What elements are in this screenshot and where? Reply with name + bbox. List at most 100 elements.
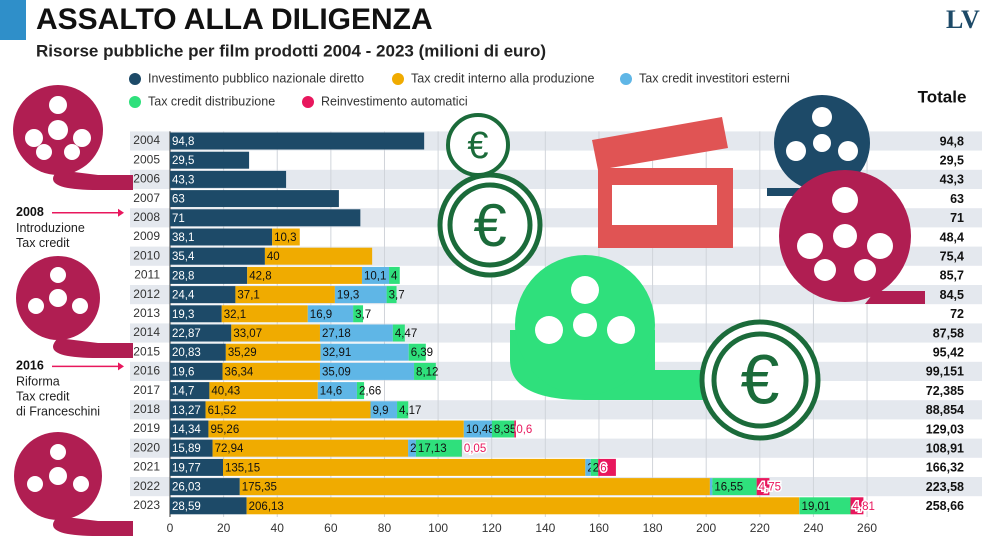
value-label: 4,75 xyxy=(759,482,781,494)
clapperboard xyxy=(592,117,733,248)
value-label: 19,01 xyxy=(802,501,831,513)
x-tick-label: 140 xyxy=(535,521,555,535)
x-tick-label: 40 xyxy=(271,521,285,535)
x-tick-label: 260 xyxy=(857,521,877,535)
legend-label: Tax credit investitori esterni xyxy=(639,71,790,85)
value-label: 71 xyxy=(172,213,185,225)
y-tick-label: 2014 xyxy=(133,325,160,339)
value-label: 35,29 xyxy=(228,347,257,359)
legend-swatch xyxy=(620,73,632,85)
legend-label: Tax credit distribuzione xyxy=(148,94,275,108)
film-reel xyxy=(13,85,133,190)
total-label: 71 xyxy=(950,211,964,225)
value-label: 19,3 xyxy=(337,290,359,302)
y-tick-label: 2005 xyxy=(133,152,160,166)
value-label: 14,6 xyxy=(320,386,342,398)
y-tick-label: 2018 xyxy=(133,402,160,416)
value-label: 24,4 xyxy=(172,290,195,302)
value-label: 28,8 xyxy=(172,270,194,282)
total-label: 223,58 xyxy=(926,480,964,494)
value-label: 16,55 xyxy=(714,482,743,494)
total-label: 88,854 xyxy=(926,403,964,417)
value-label: 43,3 xyxy=(172,174,194,186)
logo: LV xyxy=(946,5,980,34)
y-tick-label: 2006 xyxy=(133,172,160,186)
svg-text:€: € xyxy=(467,125,488,167)
bar-segment xyxy=(170,190,339,207)
value-label: 32,1 xyxy=(224,309,246,321)
value-label: 14,34 xyxy=(172,424,201,436)
annotation-year: 2008 xyxy=(16,205,44,219)
value-label: 20,83 xyxy=(172,347,201,359)
legend-swatch xyxy=(129,96,141,108)
bar-segment xyxy=(223,459,585,476)
value-label: 95,26 xyxy=(210,424,239,436)
total-label: 84,5 xyxy=(940,288,964,302)
x-tick-label: 100 xyxy=(428,521,448,535)
value-label: 4,81 xyxy=(853,501,875,513)
legend-swatch xyxy=(129,73,141,85)
value-label: 175,35 xyxy=(242,482,277,494)
y-tick-label: 2021 xyxy=(133,460,160,474)
legend-swatch xyxy=(302,96,314,108)
value-label: 14,7 xyxy=(172,386,194,398)
value-label: 10,48 xyxy=(466,424,495,436)
y-tick-label: 2015 xyxy=(133,344,160,358)
value-label: 94,8 xyxy=(172,136,194,148)
y-tick-label: 2011 xyxy=(134,268,160,282)
value-label: 0,05 xyxy=(464,443,486,455)
total-label: 95,42 xyxy=(933,345,964,359)
value-label: 19,77 xyxy=(172,462,201,474)
legend-label: Reinvestimento automatici xyxy=(321,94,468,108)
value-label: 40,43 xyxy=(211,386,240,398)
y-tick-label: 2010 xyxy=(133,248,160,262)
total-label: 108,91 xyxy=(926,441,964,455)
total-label: 29,5 xyxy=(940,153,964,167)
film-reel xyxy=(16,256,133,358)
x-tick-label: 20 xyxy=(217,521,231,535)
value-label: 26,03 xyxy=(172,482,201,494)
y-tick-label: 2022 xyxy=(133,479,160,493)
value-label: 10,1 xyxy=(364,270,386,282)
value-label: 33,07 xyxy=(233,328,262,340)
value-label: 38,1 xyxy=(172,232,194,244)
x-tick-label: 0 xyxy=(167,521,174,535)
euro-coin: € xyxy=(440,175,540,275)
x-tick-label: 200 xyxy=(696,521,716,535)
value-label: 15,89 xyxy=(172,443,201,455)
total-label: 99,151 xyxy=(926,365,964,379)
value-label: 9,9 xyxy=(373,405,389,417)
x-tick-label: 160 xyxy=(589,521,609,535)
total-label: 258,66 xyxy=(926,499,964,513)
annotation-text: Tax credit xyxy=(16,390,70,404)
legend-swatch xyxy=(392,73,404,85)
y-tick-label: 2012 xyxy=(133,287,160,301)
annotation-text: di Franceschini xyxy=(16,405,100,419)
bar-segment xyxy=(170,209,360,226)
bar-segment xyxy=(240,478,710,495)
y-tick-label: 2013 xyxy=(133,306,160,320)
value-label: 19,3 xyxy=(172,309,194,321)
film-reel xyxy=(14,432,133,536)
value-label: 40 xyxy=(267,251,280,263)
x-tick-label: 60 xyxy=(324,521,338,535)
value-label: 4 xyxy=(391,270,398,282)
annotation-arrowhead xyxy=(118,362,124,370)
total-label: 43,3 xyxy=(940,173,964,187)
y-tick-label: 2023 xyxy=(133,498,160,512)
x-tick-label: 240 xyxy=(803,521,823,535)
bar-segment xyxy=(170,133,424,150)
y-tick-label: 2008 xyxy=(133,210,160,224)
value-label: 35,4 xyxy=(172,251,195,263)
y-tick-label: 2004 xyxy=(133,133,160,147)
value-label: 2,66 xyxy=(359,386,381,398)
value-label: 206,13 xyxy=(249,501,284,513)
value-label: 0,6 xyxy=(516,424,532,436)
value-label: 42,8 xyxy=(249,270,271,282)
y-tick-label: 2019 xyxy=(133,421,160,435)
bar-segment xyxy=(265,248,372,265)
bar-segment xyxy=(247,497,800,514)
total-label: 166,32 xyxy=(926,461,964,475)
annotation-text: Tax credit xyxy=(16,236,70,250)
